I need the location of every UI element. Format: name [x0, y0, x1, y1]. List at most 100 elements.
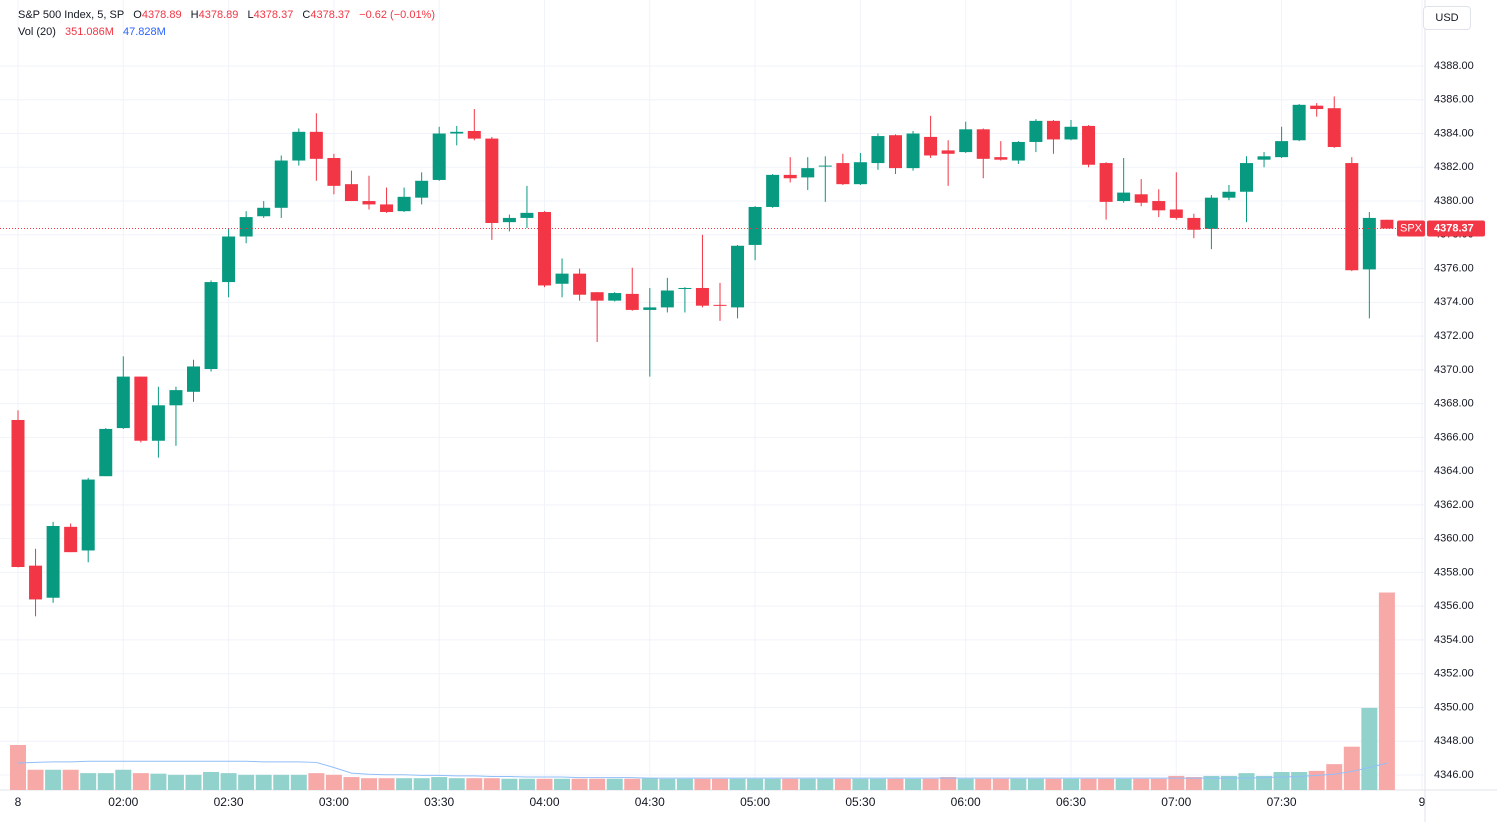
candle-body — [783, 174, 797, 179]
candle-body — [1099, 163, 1113, 202]
volume-bar — [1361, 707, 1378, 790]
volume-bar — [378, 778, 395, 790]
volume-bar — [676, 778, 693, 790]
volume-bar — [27, 769, 44, 790]
symbol-tag: SPX — [1400, 222, 1423, 234]
candle-body — [485, 138, 499, 223]
ohlc-letter: H — [190, 9, 199, 21]
ohlc-value: 4378.89 — [198, 9, 239, 21]
candle-body — [836, 163, 850, 185]
candle-body — [871, 136, 885, 164]
x-tick-label: 04:30 — [635, 795, 665, 809]
candle-body — [204, 282, 218, 370]
volume-bar — [1220, 775, 1237, 790]
volume-bar — [659, 778, 676, 790]
candle-body — [1310, 105, 1324, 110]
legend-ohlc: S&P 500 Index, 5, SP O4378.89 H4378.89 L… — [18, 9, 435, 21]
volume-bar — [466, 778, 483, 790]
volume-bar — [957, 778, 974, 790]
x-tick-label: 05:30 — [845, 795, 875, 809]
x-tick-label: 02:00 — [108, 795, 138, 809]
candle-body — [1327, 108, 1341, 148]
volume-bar — [694, 778, 711, 790]
y-tick-label: 4350.00 — [1434, 701, 1474, 713]
candle-body — [450, 131, 464, 134]
volume-bar — [45, 769, 62, 790]
volume-bar — [80, 773, 97, 790]
volume-bar — [834, 778, 851, 790]
y-tick-label: 4362.00 — [1434, 499, 1474, 511]
volume-bar — [624, 778, 641, 790]
volume-bar — [1168, 775, 1185, 790]
currency-button[interactable]: USD — [1423, 6, 1471, 30]
y-tick-label: 4364.00 — [1434, 465, 1474, 477]
candle-body — [29, 565, 43, 600]
candle-body — [748, 206, 762, 245]
volume-bar — [1115, 778, 1132, 790]
volume-bar — [1343, 746, 1360, 790]
volume-bar — [62, 769, 79, 790]
volume-bar — [764, 778, 781, 790]
x-tick-label: 03:00 — [319, 795, 349, 809]
volume-bar — [887, 778, 904, 790]
volume-bar — [641, 778, 658, 790]
y-tick-label: 4352.00 — [1434, 668, 1474, 680]
volume-bar — [782, 778, 799, 790]
symbol-title: S&P 500 Index, 5, SP — [18, 9, 125, 21]
candle-body — [99, 428, 113, 477]
volume-bar — [1133, 778, 1150, 790]
volume-name: Vol (20) — [18, 26, 56, 38]
volume-bar — [518, 778, 535, 790]
candle-body — [889, 135, 902, 169]
candle-body — [1046, 120, 1060, 140]
ohlc-letter: C — [302, 9, 311, 21]
candle-body — [292, 131, 306, 161]
volume-bar — [273, 774, 290, 790]
volume-bar — [203, 771, 220, 790]
volume-bar — [115, 769, 132, 790]
candle-body — [1117, 192, 1131, 202]
candle-body — [520, 212, 534, 218]
candle-body — [643, 307, 657, 310]
candle-body — [362, 201, 376, 205]
candle-body — [187, 366, 200, 392]
candle-body — [625, 293, 639, 310]
x-tick-label: 06:00 — [951, 795, 981, 809]
candle-body — [695, 287, 709, 306]
plot-background — [0, 0, 1425, 790]
candle-body — [801, 168, 815, 178]
candle-body — [1029, 120, 1043, 142]
candle-body — [397, 196, 411, 212]
candle-body — [274, 160, 288, 208]
candle-body — [538, 212, 551, 286]
volume-bar — [554, 778, 571, 790]
candle-body — [994, 157, 1008, 160]
candle-body — [713, 304, 727, 306]
volume-bar — [536, 778, 553, 790]
candle-body — [1362, 217, 1376, 270]
y-tick-label: 4346.00 — [1434, 769, 1474, 781]
volume-bar — [975, 778, 992, 790]
y-tick-label: 4370.00 — [1434, 364, 1474, 376]
volume-bar — [97, 773, 114, 790]
y-tick-label: 4348.00 — [1434, 735, 1474, 747]
y-tick-label: 4388.00 — [1434, 60, 1474, 72]
candle-body — [1169, 209, 1183, 218]
candle-body — [678, 287, 692, 289]
candle-body — [853, 162, 867, 185]
volume-bar — [255, 774, 272, 790]
change-label: −0.62 (−0.01%) — [359, 9, 436, 21]
x-tick-label: 8 — [15, 795, 22, 809]
candle-body — [1011, 141, 1025, 161]
candle-body — [1187, 217, 1201, 230]
volume-bar — [1080, 778, 1097, 790]
candle-body — [1345, 163, 1359, 271]
ohlc-letter: L — [247, 9, 254, 21]
x-tick-label: 06:30 — [1056, 795, 1086, 809]
volume-bar — [1045, 778, 1062, 790]
candle-body — [432, 133, 446, 180]
y-tick-label: 4368.00 — [1434, 398, 1474, 410]
candle-body — [1240, 163, 1253, 192]
candle-body — [1292, 104, 1306, 141]
candle-body — [731, 245, 745, 308]
